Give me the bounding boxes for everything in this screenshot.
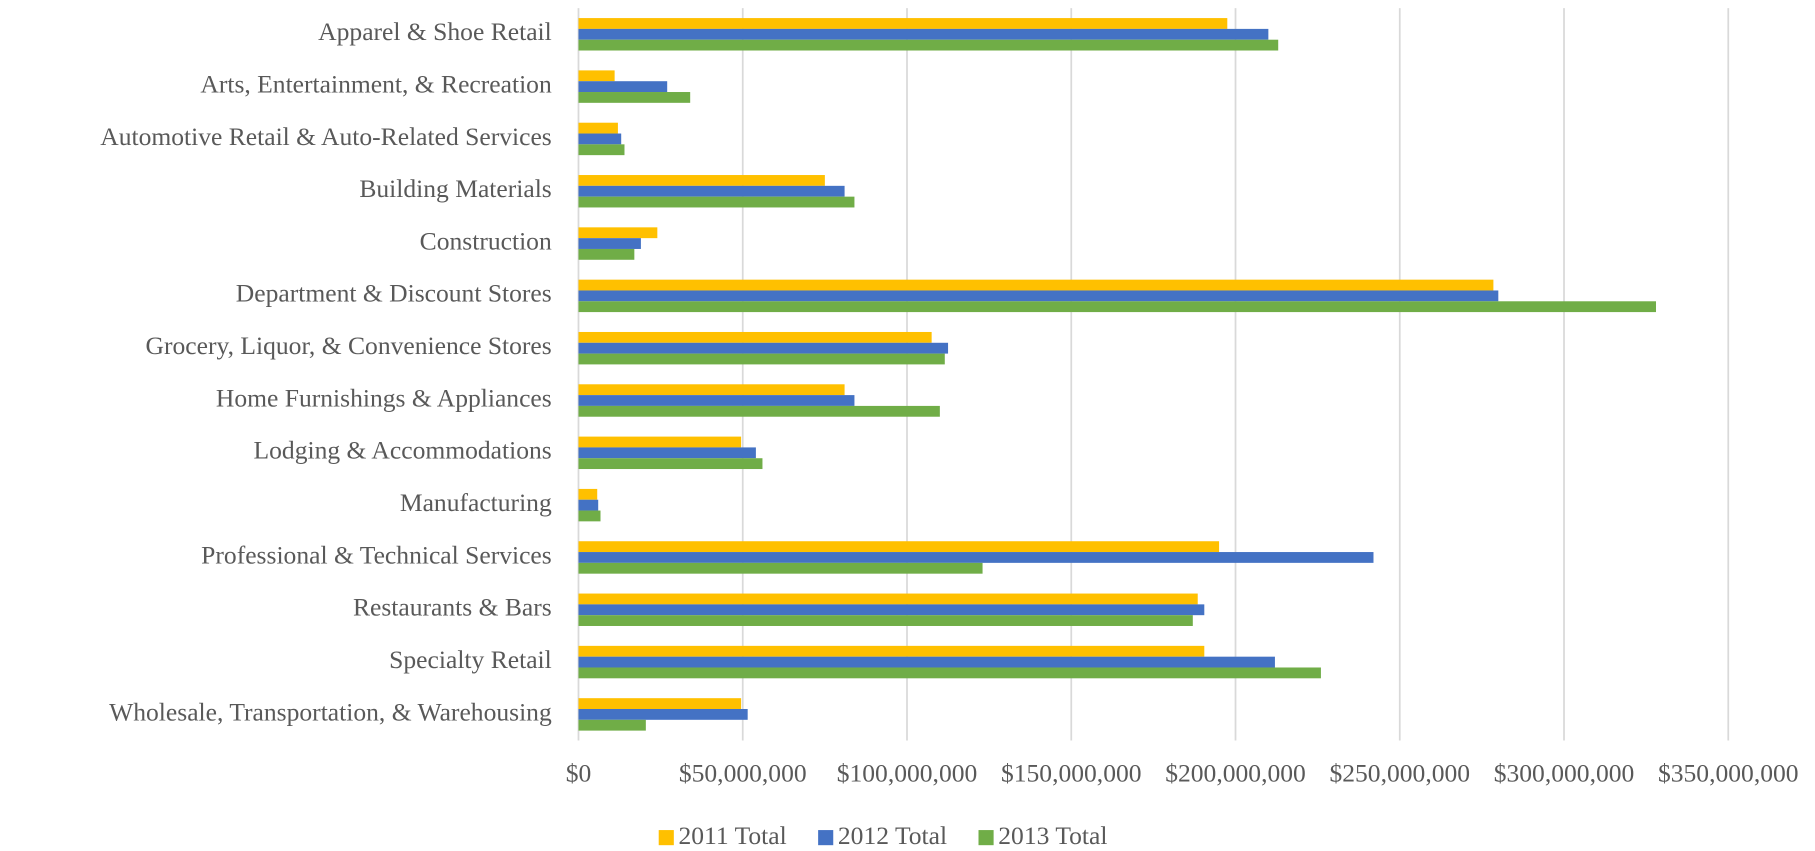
- bar: [578, 698, 742, 709]
- bar: [578, 656, 1275, 668]
- y-tick-label: Home Furnishings & Appliances: [216, 383, 552, 412]
- bar: [578, 144, 625, 156]
- y-tick-label: Automotive Retail & Auto-Related Service…: [100, 122, 552, 151]
- bar: [578, 342, 949, 354]
- bar: [578, 196, 855, 208]
- legend-label: 2011 Total: [678, 821, 786, 850]
- y-tick-label: Department & Discount Stores: [236, 279, 552, 308]
- y-tick-label: Construction: [420, 226, 552, 255]
- bar: [578, 488, 598, 500]
- bar: [578, 133, 622, 145]
- bar: [578, 562, 983, 574]
- bar: [578, 447, 756, 459]
- x-tick-label: $0: [566, 758, 592, 787]
- bar: [578, 39, 1279, 51]
- bar: [578, 248, 635, 260]
- bar: [578, 593, 1198, 605]
- y-tick-label: Lodging & Accommodations: [254, 436, 552, 465]
- x-tick-label: $100,000,000: [837, 758, 978, 787]
- y-tick-label: Wholesale, Transportation, & Warehousing: [109, 697, 552, 726]
- y-tick-label: Restaurants & Bars: [353, 593, 552, 622]
- bar: [578, 290, 1499, 302]
- x-tick-label: $300,000,000: [1494, 758, 1635, 787]
- bar: [578, 708, 748, 720]
- x-tick-label: $50,000,000: [679, 758, 807, 787]
- legend-label: 2012 Total: [838, 821, 947, 850]
- bar: [578, 175, 825, 186]
- bar: [578, 353, 945, 365]
- bar: [578, 238, 641, 249]
- x-tick-label: $150,000,000: [1001, 758, 1142, 787]
- bar: [578, 331, 932, 343]
- bar: [578, 301, 1657, 313]
- bar: [578, 384, 845, 396]
- bar: [578, 604, 1205, 616]
- y-tick-label: Specialty Retail: [389, 645, 552, 674]
- bar: [578, 227, 658, 239]
- legend-swatch: [978, 830, 994, 846]
- legend-label: 2013 Total: [998, 821, 1107, 850]
- bar: [578, 122, 618, 134]
- x-tick-label: $350,000,000: [1658, 758, 1799, 787]
- bar: [578, 615, 1193, 626]
- bar: [578, 279, 1494, 291]
- y-tick-label: Arts, Entertainment, & Recreation: [200, 69, 552, 98]
- bar: [578, 719, 646, 731]
- bar: [578, 510, 601, 522]
- legend-swatch: [818, 830, 834, 846]
- bar: [578, 18, 1228, 29]
- bar: [578, 552, 1374, 563]
- y-tick-label: Professional & Technical Services: [201, 540, 552, 569]
- bar: [578, 70, 615, 82]
- y-tick-label: Apparel & Shoe Retail: [318, 17, 552, 46]
- legend-swatch: [658, 830, 674, 846]
- bar: [578, 499, 599, 511]
- bar: [578, 81, 668, 93]
- y-tick-label: Building Materials: [359, 174, 551, 203]
- x-tick-label: $250,000,000: [1329, 758, 1470, 787]
- bar: [578, 92, 691, 103]
- bar: [578, 667, 1321, 679]
- bar: [578, 395, 855, 406]
- bar: [578, 28, 1269, 40]
- bar: [578, 458, 763, 470]
- bar: [578, 405, 940, 417]
- y-tick-label: Grocery, Liquor, & Convenience Stores: [146, 331, 552, 360]
- x-tick-label: $200,000,000: [1165, 758, 1306, 787]
- bar: [578, 645, 1205, 657]
- y-tick-label: Manufacturing: [400, 488, 552, 517]
- bar: [578, 541, 1220, 553]
- bar: [578, 185, 845, 197]
- bar: [578, 436, 742, 448]
